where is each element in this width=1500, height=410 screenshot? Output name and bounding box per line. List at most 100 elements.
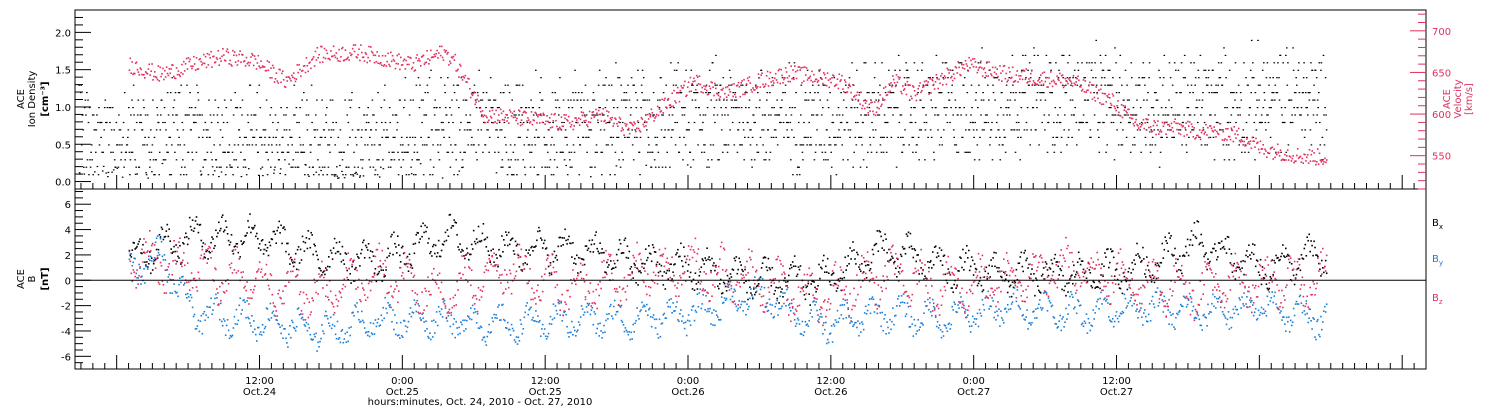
density-point <box>263 129 265 131</box>
density-point <box>125 151 127 153</box>
bx-point <box>346 269 348 272</box>
bx-point <box>1185 251 1188 254</box>
bx-point <box>650 260 653 263</box>
density-point <box>730 84 732 86</box>
density-point <box>1308 92 1310 94</box>
bx-point <box>499 254 501 257</box>
bx-point <box>844 256 846 259</box>
velocity-point <box>1035 83 1038 86</box>
density-point <box>101 170 104 172</box>
bx-point <box>280 224 282 227</box>
density-point <box>1224 54 1227 56</box>
velocity-point <box>1167 123 1169 126</box>
bx-point <box>1115 268 1118 270</box>
bx-point <box>1041 273 1044 276</box>
velocity-point <box>870 101 872 104</box>
density-point <box>178 92 181 94</box>
bx-point <box>792 265 795 267</box>
bx-point <box>1018 262 1021 264</box>
density-point <box>1124 107 1126 109</box>
bx-point <box>454 221 456 224</box>
bx-point <box>911 248 914 250</box>
density-point <box>342 174 344 176</box>
density-point <box>257 151 259 153</box>
density-point <box>1154 144 1157 146</box>
velocity-point <box>301 70 303 72</box>
density-point <box>983 129 985 131</box>
density-point <box>205 129 208 131</box>
bx-point <box>1111 250 1114 252</box>
bx-point <box>995 252 997 254</box>
velocity-point <box>561 125 564 127</box>
density-point <box>170 174 173 176</box>
density-point <box>167 114 170 116</box>
velocity-point <box>308 62 310 64</box>
density-point <box>108 107 111 109</box>
bx-point <box>819 277 821 280</box>
velocity-point <box>420 65 422 67</box>
velocity-point <box>705 85 707 88</box>
bx-point <box>1172 255 1174 257</box>
bx-point <box>194 220 197 222</box>
density-point <box>591 166 593 168</box>
density-point <box>839 136 841 138</box>
bx-point <box>1114 269 1117 271</box>
density-point <box>1287 62 1289 64</box>
velocity-point <box>464 74 467 77</box>
bx-point <box>743 282 745 284</box>
bx-point <box>495 253 497 256</box>
bx-point <box>624 237 627 240</box>
velocity-point <box>1127 108 1129 111</box>
density-point <box>854 136 857 138</box>
density-point <box>872 136 875 138</box>
density-point <box>340 151 343 153</box>
density-point <box>275 144 278 146</box>
density-point <box>158 174 160 176</box>
velocity-point <box>340 56 342 58</box>
velocity-point <box>794 70 797 73</box>
density-point <box>143 107 145 109</box>
density-point <box>213 170 216 172</box>
density-point <box>793 136 795 138</box>
density-point <box>996 114 999 116</box>
bx-point <box>294 252 297 255</box>
bx-point <box>180 263 182 265</box>
velocity-point <box>274 78 277 80</box>
bx-point <box>1098 280 1100 283</box>
velocity-point <box>496 122 498 125</box>
bx-point <box>244 235 246 237</box>
velocity-point <box>845 91 848 94</box>
velocity-point <box>737 81 740 84</box>
bx-point <box>623 239 626 241</box>
density-point <box>210 121 213 124</box>
bx-point <box>790 264 792 266</box>
velocity-point <box>840 79 842 81</box>
velocity-point <box>679 89 682 92</box>
density-point <box>698 107 700 109</box>
density-point <box>690 166 692 168</box>
density-point <box>144 136 146 138</box>
density-point <box>263 144 266 146</box>
velocity-point <box>577 117 580 119</box>
bx-point <box>1299 269 1302 272</box>
velocity-point <box>564 117 566 120</box>
velocity-point <box>708 85 711 87</box>
velocity-point <box>273 81 276 83</box>
velocity-point <box>289 77 291 80</box>
velocity-point <box>1192 136 1195 138</box>
velocity-point <box>860 91 862 94</box>
density-point <box>1145 129 1148 131</box>
velocity-point <box>1008 66 1010 69</box>
density-point <box>752 114 755 116</box>
velocity-point <box>1178 123 1181 125</box>
bx-point <box>1180 269 1182 272</box>
density-point <box>845 107 848 109</box>
density-point <box>612 99 614 101</box>
velocity-point <box>757 73 760 75</box>
velocity-point <box>640 116 643 119</box>
velocity-point <box>782 82 784 84</box>
density-point <box>1149 151 1152 153</box>
density-point <box>1019 159 1021 161</box>
bx-point <box>1169 237 1171 239</box>
